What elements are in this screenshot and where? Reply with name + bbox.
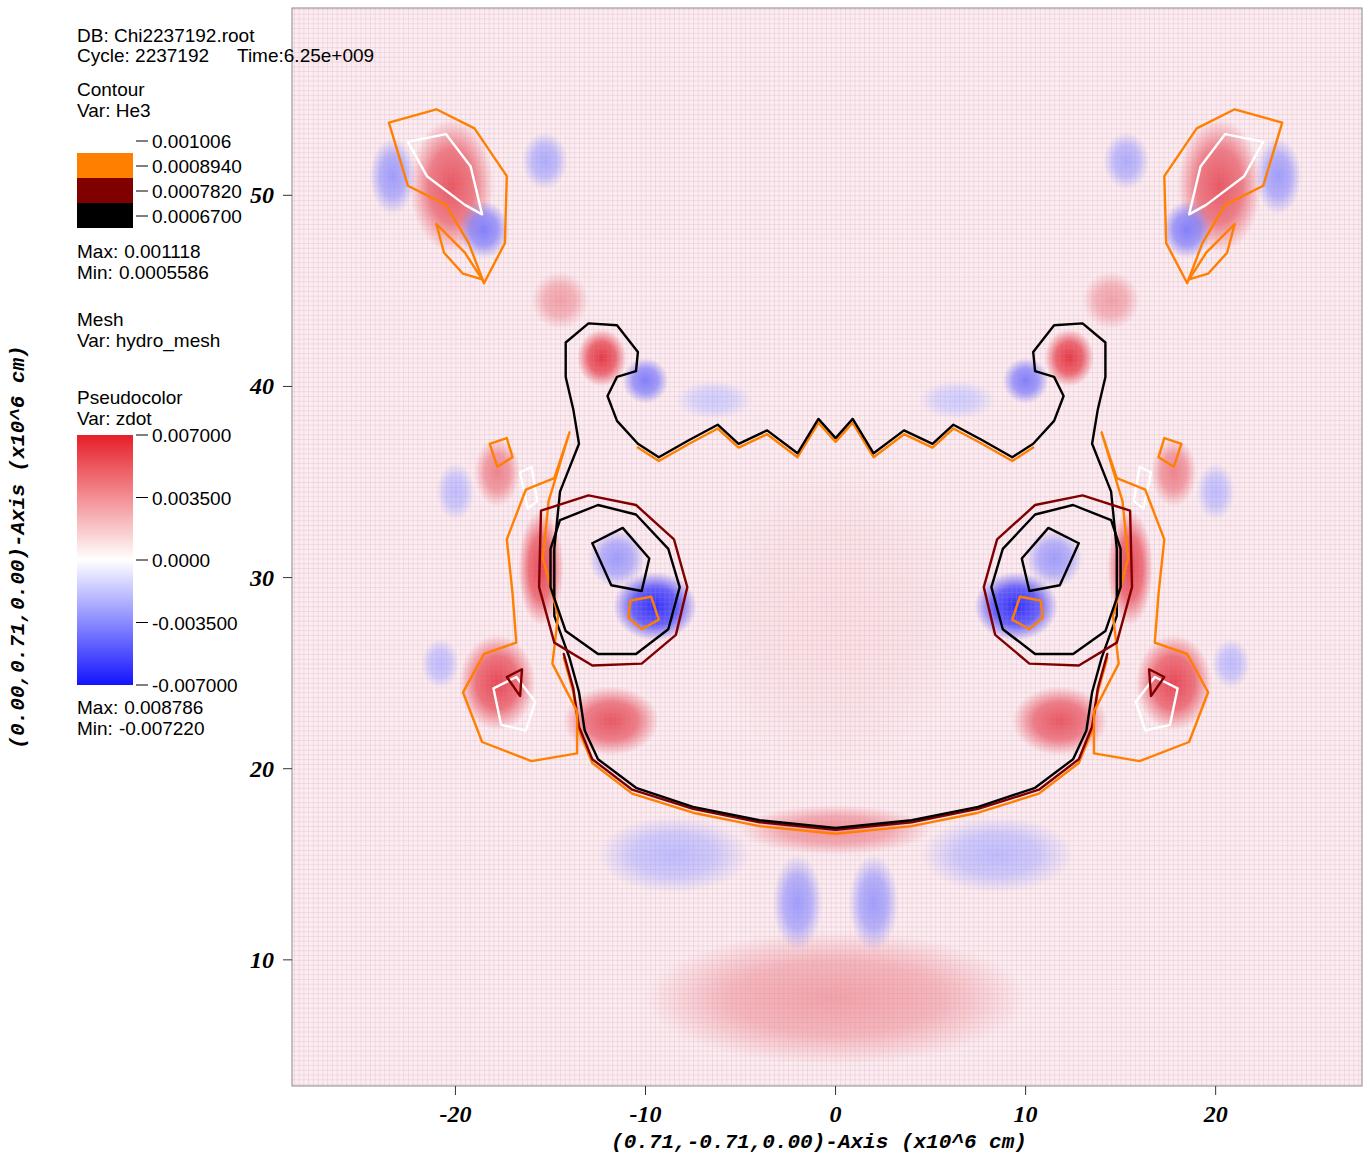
contour-line (1189, 134, 1263, 214)
tick-label: 20 (249, 756, 274, 782)
colorbar-tick (136, 622, 148, 623)
contour-line (592, 528, 649, 591)
header: Time:6.25e+009 (237, 45, 374, 66)
x-tick (1215, 1086, 1216, 1095)
legend-tick-label: 0.0008940 (152, 156, 242, 177)
legend-tick-label: 0.0006700 (152, 206, 242, 227)
tick-label: 10 (250, 947, 274, 973)
contour-line (1159, 438, 1182, 467)
x-tick (1025, 1086, 1026, 1095)
plot-frame (292, 8, 1362, 1086)
legend-max: 0.008786 (124, 697, 203, 718)
contour-line (1164, 109, 1282, 283)
tick-label: -10 (629, 1101, 661, 1127)
contour-swatch (77, 178, 133, 203)
tick-label: -20 (439, 1101, 471, 1127)
legend-tick (136, 191, 148, 192)
mesh (292, 8, 1362, 1086)
colorbar-tick-label: 0.0000 (152, 550, 210, 571)
contour-line (564, 658, 1108, 834)
legend-title: Mesh (77, 309, 123, 330)
tick-label: 30 (249, 565, 274, 591)
legend-max: Max: (77, 241, 118, 262)
contour-line (1012, 597, 1042, 630)
contour-line (554, 323, 1117, 828)
legend-tick (136, 166, 148, 167)
legend-min: 0.0005586 (119, 262, 209, 283)
header: DB: Chi2237192.root (77, 25, 255, 46)
contour-line (490, 438, 513, 467)
colorbar-tick (136, 497, 148, 498)
contour-line (984, 495, 1132, 665)
contour-line (436, 224, 482, 279)
colorbar-tick-label: -0.003500 (152, 613, 238, 634)
x-tick (455, 1086, 456, 1095)
colorbar (77, 435, 133, 685)
tick-label: 10 (1014, 1101, 1038, 1127)
legend-var: Var: hydro_mesh (77, 330, 220, 352)
contour-line (1189, 224, 1235, 279)
contour-line (408, 134, 482, 214)
y-tick (283, 386, 292, 387)
contour-swatch (77, 153, 133, 178)
legend-min: Min: (77, 262, 113, 283)
contour-line (551, 505, 680, 654)
tick-label: 20 (1203, 1101, 1228, 1127)
legend-title: Contour (77, 79, 145, 100)
axis-title: (0.00,0.71,0.00)-Axis (x10^6 cm) (7, 345, 30, 748)
header: Cycle: 2237192 (77, 45, 209, 66)
contour-swatch (77, 128, 133, 153)
legend-min: Min: (77, 718, 113, 739)
legend-title: Pseudocolor (77, 387, 183, 408)
legend-tick (136, 216, 148, 217)
tick-label: 50 (250, 182, 274, 208)
tick-label: 40 (249, 373, 274, 399)
x-tick (645, 1086, 646, 1095)
contour-line (638, 423, 1033, 461)
contour-line (389, 109, 507, 283)
contour-swatch (77, 203, 133, 228)
contour-line (1094, 432, 1208, 761)
contour-line (494, 677, 536, 731)
colorbar-tick-label: 0.007000 (152, 425, 231, 446)
contour-line (991, 505, 1120, 654)
colorbar-tick (136, 685, 148, 686)
legend-var: Var: He3 (77, 100, 151, 121)
legend-var: Var: zdot (77, 408, 152, 429)
x-tick (835, 1086, 836, 1095)
legend-max: Max: (77, 697, 118, 718)
contour-line (463, 432, 577, 761)
y-tick (283, 195, 292, 196)
colorbar-tick-label: 0.003500 (152, 488, 231, 509)
legend-tick (136, 141, 148, 142)
plot-area (292, 8, 1362, 1086)
contour-line (564, 654, 1108, 830)
legend-max: 0.001118 (124, 241, 200, 262)
y-tick (283, 768, 292, 769)
contour-line (1136, 677, 1178, 731)
colorbar-tick (136, 435, 148, 436)
tick-label: 0 (830, 1101, 842, 1127)
colorbar-tick-label: -0.007000 (152, 675, 238, 696)
contour-line (628, 597, 658, 630)
field-background (292, 8, 1362, 1086)
legend-tick-label: 0.0007820 (152, 181, 242, 202)
axis-title: (0.71,-0.71,0.00)-Axis (x10^6 cm) (611, 1131, 1027, 1154)
colorbar-tick (136, 560, 148, 561)
legend-tick-label: 0.001006 (152, 131, 231, 152)
figure: -20 -10 0 10 20 10 20 30 40 50 (0.71,-0.71,0.00)-A… (0, 0, 1370, 1164)
contour-line (1149, 669, 1164, 696)
legend-min: -0.007220 (119, 718, 205, 739)
contour-line (539, 495, 687, 665)
y-tick (283, 577, 292, 578)
y-tick (283, 959, 292, 960)
contour-line (507, 669, 522, 696)
contour-line (1022, 528, 1079, 591)
